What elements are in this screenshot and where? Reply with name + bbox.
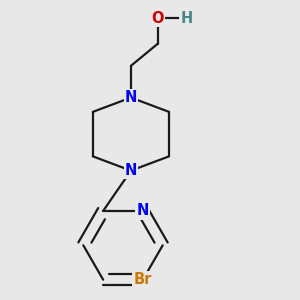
Text: H: H	[180, 11, 193, 26]
Text: O: O	[152, 11, 164, 26]
Text: N: N	[125, 163, 137, 178]
Text: N: N	[137, 203, 149, 218]
Text: Br: Br	[134, 272, 152, 287]
Text: N: N	[125, 90, 137, 105]
